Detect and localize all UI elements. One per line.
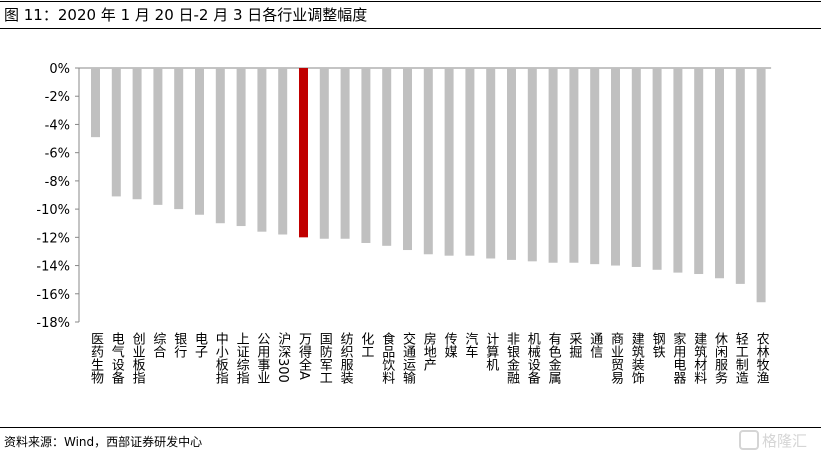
bar xyxy=(382,68,392,246)
x-tick-label: 国防军工 xyxy=(317,332,333,384)
bar xyxy=(548,68,558,263)
bar xyxy=(444,68,454,256)
bar xyxy=(319,68,329,239)
bar xyxy=(215,68,225,224)
bar xyxy=(257,68,267,232)
watermark-icon xyxy=(739,430,759,450)
y-tick-label: -16% xyxy=(36,288,70,303)
title-rule xyxy=(0,28,821,29)
bar xyxy=(673,68,683,273)
x-tick-label: 医药生物 xyxy=(88,332,104,385)
x-tick-label: 银行 xyxy=(171,332,187,359)
source-rule xyxy=(0,427,821,428)
bar xyxy=(590,68,600,265)
x-tick-label: 纺织服装 xyxy=(338,332,354,384)
bar xyxy=(299,68,308,238)
x-tick-label: 沪深300 xyxy=(275,331,291,382)
bar xyxy=(465,68,475,256)
x-tick-label: 钢铁 xyxy=(650,332,666,358)
bar xyxy=(132,68,142,200)
x-tick-label: 电气设备 xyxy=(109,332,125,385)
bar xyxy=(715,68,724,279)
x-tick-label: 轻工制造 xyxy=(733,332,749,385)
x-tick-label: 有色金属 xyxy=(546,332,562,385)
x-tick-label: 万得全A xyxy=(296,332,312,380)
y-tick-label: 0% xyxy=(49,62,70,77)
bar xyxy=(569,68,579,263)
x-axis-labels: 医药生物 电气设备 创业板指 综合 银行 电子 中小板指 上证综指 公用事业 沪深300 万得全A 国… xyxy=(88,331,769,385)
y-tick-label: -12% xyxy=(36,231,70,246)
x-tick-label: 商业贸易 xyxy=(608,332,624,385)
x-tick-label: 建筑材料 xyxy=(691,332,707,384)
y-tick-label: -10% xyxy=(36,203,70,218)
y-tick-label: -6% xyxy=(45,147,70,162)
x-tick-label: 通信 xyxy=(587,332,603,358)
x-tick-label: 汽车 xyxy=(462,332,478,358)
x-tick-label: 机械设备 xyxy=(525,332,541,385)
bar xyxy=(153,68,163,205)
bar xyxy=(91,68,100,138)
x-tick-label: 休闲服务 xyxy=(712,332,728,384)
y-tick-label: -8% xyxy=(45,175,70,190)
y-axis: 0% -2% -4% -6% -8% -10% -12% -14% -16% -18% xyxy=(36,62,772,331)
x-tick-label: 创业板指 xyxy=(130,332,146,384)
x-tick-label: 电子 xyxy=(192,332,208,358)
x-tick-label: 食品饮料 xyxy=(379,331,395,384)
bar xyxy=(361,68,371,243)
x-tick-label: 非银金融 xyxy=(504,332,520,384)
x-tick-label: 计算机 xyxy=(483,332,499,372)
x-tick-label: 公用事业 xyxy=(254,332,270,384)
bar xyxy=(611,68,620,266)
bar xyxy=(694,68,704,275)
bar xyxy=(111,68,121,197)
bar xyxy=(486,68,496,259)
x-tick-label: 综合 xyxy=(150,332,166,358)
bar xyxy=(735,68,745,284)
bar xyxy=(631,68,641,267)
watermark-text: 格隆汇 xyxy=(762,432,807,450)
x-tick-label: 房地产 xyxy=(421,331,437,372)
x-tick-label: 建筑装饰 xyxy=(629,332,645,384)
x-tick-label: 采掘 xyxy=(566,332,582,358)
y-tick-label: -2% xyxy=(45,90,70,105)
bars xyxy=(91,68,766,303)
x-tick-label: 上证综指 xyxy=(234,332,250,384)
source-note: 资料来源：Wind，西部证券研发中心 xyxy=(4,435,203,449)
x-tick-label: 家用电器 xyxy=(670,331,686,385)
x-tick-label: 传媒 xyxy=(442,332,458,358)
bar xyxy=(652,68,662,270)
gelonghui-watermark-logo: 格隆汇 xyxy=(739,430,807,450)
bar xyxy=(174,68,184,210)
x-tick-label: 化工 xyxy=(358,332,374,358)
y-tick-label: -14% xyxy=(36,260,70,275)
x-tick-label: 中小板指 xyxy=(213,332,229,384)
bar xyxy=(236,68,246,227)
y-tick-label: -18% xyxy=(36,316,70,331)
bar xyxy=(756,68,766,303)
x-tick-label: 交通运输 xyxy=(400,331,416,384)
bar xyxy=(403,68,412,251)
bar xyxy=(340,68,350,239)
bar xyxy=(507,68,516,260)
bar xyxy=(423,68,433,255)
chart-title: 图 11：2020 年 1 月 20 日-2 月 3 日各行业调整幅度 xyxy=(4,6,368,24)
y-tick-label: -4% xyxy=(45,118,70,133)
bar xyxy=(195,68,204,215)
x-tick-label: 农林牧渔 xyxy=(754,332,770,384)
top-rule xyxy=(0,1,821,2)
bar xyxy=(527,68,537,262)
bar-chart: 0%-2%-4%-6%-8%-10%-12%-14%-16%-18% 医药生物电… xyxy=(36,62,772,385)
bar xyxy=(278,68,288,235)
